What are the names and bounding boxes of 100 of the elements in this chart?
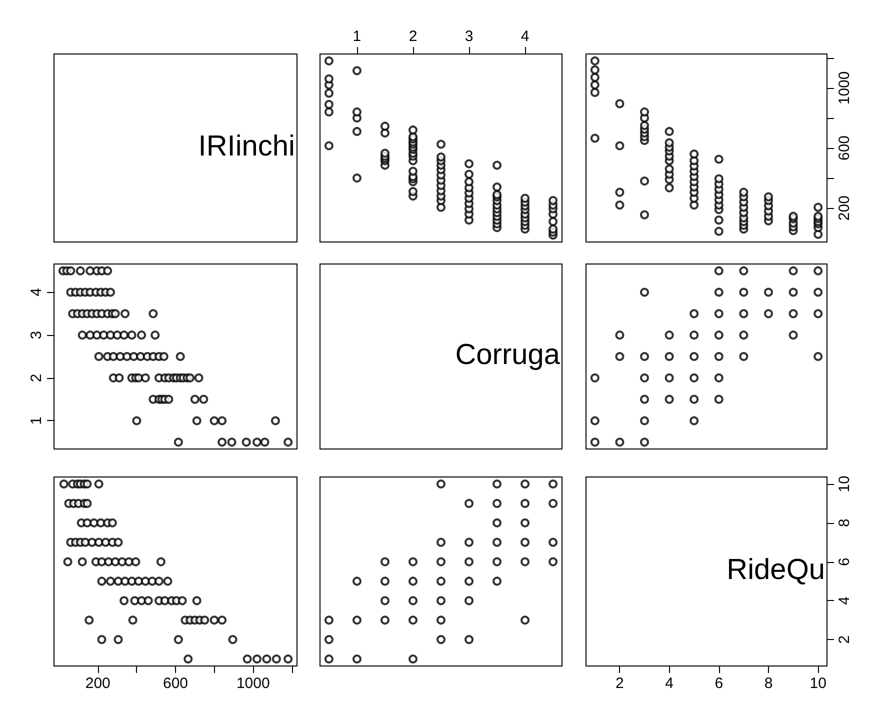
y-tick-label: 10 <box>836 476 853 492</box>
point <box>464 596 474 606</box>
point <box>408 654 418 664</box>
point <box>814 309 823 318</box>
x-tick-label: 10 <box>810 675 826 692</box>
point <box>548 557 558 566</box>
y-tick-label: 1000 <box>836 71 853 105</box>
point <box>548 538 558 547</box>
point <box>492 518 502 528</box>
point <box>640 438 650 447</box>
point <box>690 373 699 382</box>
point <box>520 518 530 528</box>
point <box>714 309 724 318</box>
x-tick-label: 8 <box>764 675 773 692</box>
point <box>436 616 446 625</box>
point <box>520 616 530 625</box>
point <box>788 288 798 297</box>
x-tick-label: 4 <box>665 675 674 692</box>
point <box>408 616 418 625</box>
point <box>492 480 502 488</box>
point <box>788 330 798 340</box>
point <box>714 352 724 361</box>
y-tick-label: 200 <box>836 196 853 221</box>
point <box>492 498 502 508</box>
point <box>664 352 674 361</box>
point <box>714 373 724 382</box>
point <box>739 266 748 276</box>
y-tick-label: 600 <box>836 135 853 161</box>
point <box>590 416 600 426</box>
point <box>436 596 446 606</box>
x-tick-label: 200 <box>85 675 110 692</box>
point <box>664 373 674 382</box>
x-tick-label: 3 <box>464 28 474 45</box>
point <box>352 616 362 625</box>
point <box>520 480 530 488</box>
point <box>436 538 446 547</box>
point <box>324 635 334 644</box>
point <box>640 288 650 297</box>
x-tick-label: 2 <box>408 28 418 45</box>
text: RideQu <box>726 554 825 586</box>
point <box>739 330 748 340</box>
point <box>436 480 446 488</box>
point <box>814 266 823 276</box>
point <box>492 538 502 547</box>
point <box>739 288 748 297</box>
y-tick-label: 2 <box>28 374 45 382</box>
point <box>814 352 823 361</box>
point <box>788 309 798 318</box>
text: IRIinchi <box>198 130 296 162</box>
point <box>739 352 748 361</box>
point <box>408 596 418 606</box>
point <box>352 576 362 586</box>
y-tick-label: 6 <box>836 558 853 566</box>
point <box>520 498 530 508</box>
y-tick-label: 4 <box>836 596 853 605</box>
point <box>380 616 390 625</box>
point <box>436 635 446 644</box>
point <box>714 330 724 340</box>
y-tick-label: 1 <box>28 416 45 425</box>
point <box>492 557 502 566</box>
point <box>714 266 724 276</box>
point <box>690 309 699 318</box>
point <box>380 596 390 606</box>
point <box>640 394 650 404</box>
text: Corruga <box>455 339 561 371</box>
point <box>615 330 624 340</box>
point <box>640 416 650 426</box>
point <box>436 557 446 566</box>
x-tick-label: 6 <box>714 675 724 692</box>
point <box>492 576 502 586</box>
point <box>464 498 474 508</box>
point <box>464 538 474 547</box>
point <box>615 438 624 447</box>
point <box>548 498 558 508</box>
point <box>764 309 773 318</box>
point <box>352 654 362 664</box>
point <box>380 557 390 566</box>
point <box>520 538 530 547</box>
point <box>690 352 699 361</box>
y-tick-label: 2 <box>836 635 853 644</box>
x-tick-label: 600 <box>162 675 188 692</box>
point <box>814 288 823 297</box>
point <box>640 352 650 361</box>
point <box>714 288 724 297</box>
point <box>714 394 724 404</box>
point <box>664 394 674 404</box>
point <box>739 309 748 318</box>
point <box>548 480 558 488</box>
point <box>764 288 773 297</box>
point <box>690 330 699 340</box>
point <box>690 416 699 426</box>
point <box>664 330 674 340</box>
point <box>640 373 650 382</box>
point <box>520 557 530 566</box>
point <box>324 616 334 625</box>
point <box>690 394 699 404</box>
point <box>464 635 474 644</box>
point <box>615 352 624 361</box>
point <box>436 576 446 586</box>
y-tick-label: 3 <box>28 330 45 340</box>
